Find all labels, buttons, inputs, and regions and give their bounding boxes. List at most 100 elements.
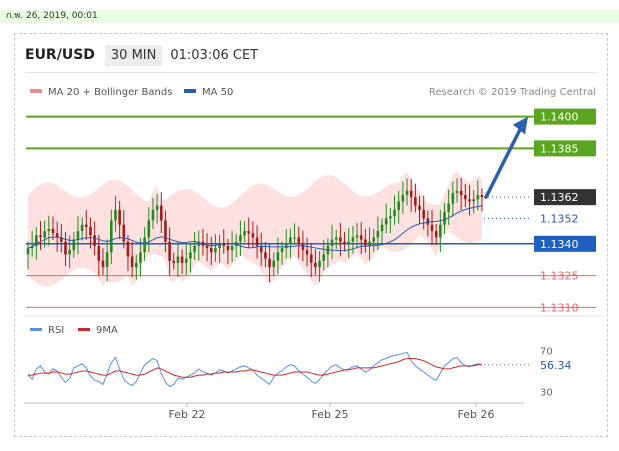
level-label-text: 1.1362 bbox=[540, 191, 579, 204]
candle-body bbox=[251, 233, 255, 238]
candle-body bbox=[176, 256, 180, 263]
header-divider bbox=[25, 72, 597, 73]
level-label-text: 1.1352 bbox=[540, 212, 579, 225]
candle-body bbox=[480, 195, 484, 198]
candle-body bbox=[334, 237, 338, 240]
candle-body bbox=[76, 231, 80, 240]
candle-body bbox=[93, 235, 96, 246]
candle-body bbox=[234, 241, 238, 246]
candle-body bbox=[468, 199, 471, 202]
candle-body bbox=[339, 237, 342, 242]
candle-body bbox=[64, 241, 67, 255]
candle-body bbox=[330, 239, 334, 246]
candle-body bbox=[55, 233, 59, 238]
level-label-1-1340: 1.1340 bbox=[534, 235, 596, 252]
forecast-arrow-head bbox=[513, 116, 528, 135]
candle-body bbox=[355, 235, 359, 238]
level-label-1-1310: 1.1310 bbox=[540, 301, 579, 314]
candle-body bbox=[168, 241, 171, 261]
symbol-label: EUR/USD bbox=[25, 47, 95, 63]
rsi-tick-30: 30 bbox=[540, 388, 553, 399]
candle-body bbox=[43, 231, 46, 238]
rsi-legend-label: RSI bbox=[48, 325, 64, 336]
candle-body bbox=[68, 250, 71, 255]
candle-body bbox=[110, 220, 113, 253]
rsi-tick-70: 70 bbox=[540, 346, 553, 357]
candle-body bbox=[35, 235, 38, 246]
candle-body bbox=[155, 205, 159, 210]
candle-body bbox=[151, 209, 155, 221]
candle-body bbox=[422, 209, 425, 219]
rsi-last-value: 56.34 bbox=[540, 359, 572, 372]
rsi-line bbox=[27, 351, 483, 388]
candle-body bbox=[139, 252, 142, 263]
candle-body bbox=[130, 256, 134, 268]
x-tick-label: Feb 25 bbox=[312, 408, 349, 421]
x-tick-label: Feb 22 bbox=[169, 408, 206, 421]
rsi-legend-swatch bbox=[30, 328, 42, 331]
ma9-legend-label: 9MA bbox=[96, 325, 118, 336]
candle-body bbox=[134, 262, 138, 268]
ma9-legend-swatch bbox=[78, 328, 90, 331]
candle-body bbox=[80, 224, 84, 232]
level-label-bg bbox=[534, 189, 596, 206]
candle-body bbox=[372, 237, 376, 242]
level-label-1-1400: 1.1400 bbox=[534, 108, 596, 125]
candle-body bbox=[89, 226, 92, 236]
candle-body bbox=[209, 248, 213, 253]
level-label-1-1352: 1.1352 bbox=[540, 212, 579, 225]
candle-body bbox=[297, 237, 301, 244]
candle-body bbox=[180, 256, 184, 263]
bollinger-band bbox=[28, 171, 482, 287]
x-axis: Feb 22 Feb 25 Feb 26 bbox=[169, 403, 495, 421]
ma50-legend-label: MA 50 bbox=[202, 87, 233, 98]
candle-body bbox=[351, 237, 355, 242]
candle-body bbox=[318, 260, 321, 268]
time-label: 01:03:06 CET bbox=[170, 47, 259, 63]
candle-body bbox=[314, 262, 317, 268]
ma20-legend-swatch bbox=[30, 89, 42, 93]
candle-body bbox=[414, 197, 417, 206]
level-label-text: 1.1340 bbox=[540, 238, 579, 251]
forecast-arrow-shaft bbox=[484, 125, 523, 199]
x-tick-label: Feb 26 bbox=[458, 408, 495, 421]
candle-body bbox=[164, 220, 167, 242]
timeframe-badge[interactable]: 30 MIN bbox=[104, 44, 163, 66]
candle-body bbox=[172, 260, 176, 263]
candle-body bbox=[393, 209, 396, 217]
candle-body bbox=[347, 241, 351, 244]
candle-body bbox=[114, 209, 117, 221]
candle-body bbox=[443, 212, 446, 225]
candle-body bbox=[305, 250, 309, 255]
candle-body bbox=[397, 201, 400, 210]
candle-body bbox=[184, 258, 188, 263]
candle-body bbox=[143, 237, 146, 253]
candle-body bbox=[401, 195, 405, 202]
candle-body bbox=[126, 241, 130, 257]
candle-body bbox=[343, 241, 346, 244]
candle-body bbox=[97, 245, 101, 261]
date-bar: ก.พ. 26, 2019, 00:01 bbox=[0, 10, 619, 23]
candle-body bbox=[472, 199, 475, 202]
candle-body bbox=[364, 239, 367, 246]
candle-body bbox=[268, 258, 271, 268]
candle-body bbox=[389, 216, 392, 219]
candle-body bbox=[197, 241, 201, 246]
chart-header: EUR/USD 30 MIN 01:03:06 CET bbox=[25, 42, 258, 68]
candle-body bbox=[218, 243, 221, 249]
candle-body bbox=[272, 260, 276, 268]
level-label-bg bbox=[534, 235, 596, 252]
ma9-line bbox=[28, 358, 482, 378]
candle-body bbox=[309, 254, 313, 263]
candle-body bbox=[293, 237, 296, 239]
candle-body bbox=[72, 239, 76, 251]
candle-body bbox=[439, 224, 442, 238]
candle-body bbox=[51, 228, 55, 234]
candle-body bbox=[284, 243, 288, 249]
candle-body bbox=[459, 190, 463, 196]
candle-body bbox=[118, 209, 121, 225]
candle-body bbox=[259, 245, 263, 253]
candle-body bbox=[376, 231, 380, 238]
level-label-bg bbox=[534, 140, 596, 157]
ma20-legend-label: MA 20 + Bollinger Bands bbox=[48, 87, 172, 98]
